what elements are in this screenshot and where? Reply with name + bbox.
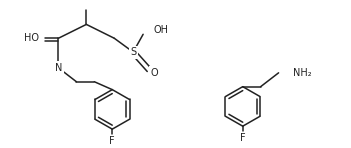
Text: F: F — [240, 133, 246, 143]
Text: O: O — [150, 68, 158, 78]
Text: OH: OH — [153, 25, 168, 35]
Text: N: N — [55, 63, 62, 73]
Text: NH₂: NH₂ — [292, 68, 311, 78]
Text: F: F — [110, 136, 115, 146]
Text: S: S — [130, 47, 136, 57]
Text: HO: HO — [24, 33, 39, 43]
